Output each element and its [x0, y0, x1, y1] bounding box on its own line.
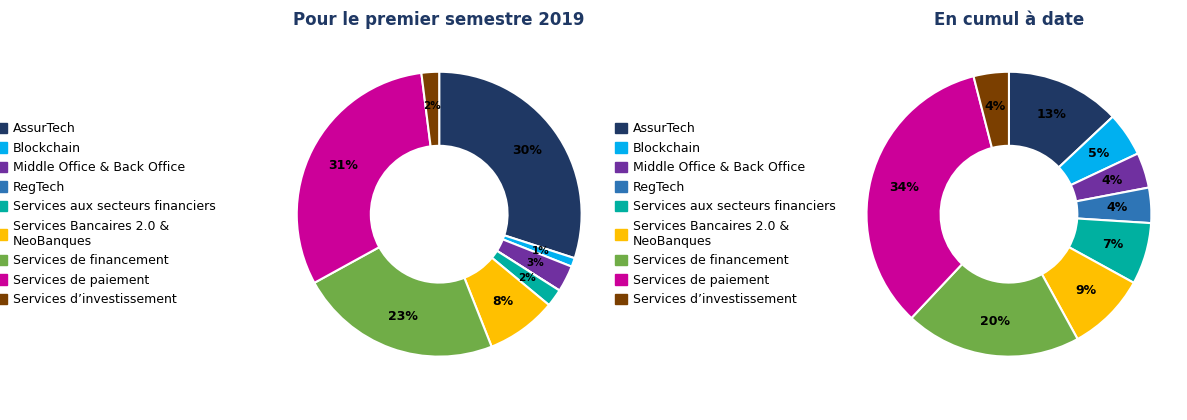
Text: 2%: 2% — [424, 101, 442, 111]
Wedge shape — [497, 251, 559, 291]
Wedge shape — [1059, 117, 1138, 185]
Text: 2%: 2% — [518, 273, 535, 283]
Wedge shape — [912, 264, 1078, 357]
Legend: AssurTech, Blockchain, Middle Office & Back Office, RegTech, Services aux secteu: AssurTech, Blockchain, Middle Office & B… — [0, 120, 218, 309]
Wedge shape — [1077, 187, 1151, 223]
Legend: AssurTech, Blockchain, Middle Office & Back Office, RegTech, Services aux secteu: AssurTech, Blockchain, Middle Office & B… — [612, 120, 838, 309]
Wedge shape — [1071, 154, 1149, 201]
Text: 3%: 3% — [527, 258, 545, 268]
Text: 23%: 23% — [388, 310, 418, 323]
Text: 7%: 7% — [1103, 238, 1124, 251]
Text: 4%: 4% — [1102, 174, 1123, 187]
Text: 4%: 4% — [985, 100, 1007, 113]
Text: 20%: 20% — [980, 315, 1010, 328]
Text: 4%: 4% — [1106, 201, 1128, 214]
Wedge shape — [491, 251, 559, 305]
Text: 34%: 34% — [889, 181, 919, 194]
Wedge shape — [867, 76, 992, 318]
Text: 9%: 9% — [1075, 284, 1096, 297]
Wedge shape — [503, 235, 575, 267]
Wedge shape — [297, 73, 431, 283]
Text: 1%: 1% — [532, 246, 550, 256]
Wedge shape — [421, 72, 439, 146]
Wedge shape — [1009, 72, 1112, 168]
Title: En cumul à date: En cumul à date — [934, 11, 1084, 29]
Wedge shape — [1068, 218, 1151, 283]
Title: Pour le premier semestre 2019: Pour le premier semestre 2019 — [293, 11, 585, 29]
Wedge shape — [1042, 247, 1134, 339]
Wedge shape — [315, 247, 491, 357]
Wedge shape — [439, 72, 582, 258]
Wedge shape — [497, 239, 572, 291]
Text: 8%: 8% — [493, 295, 514, 308]
Wedge shape — [464, 258, 548, 346]
Wedge shape — [973, 72, 1009, 148]
Text: 31%: 31% — [328, 159, 357, 171]
Text: 30%: 30% — [512, 144, 541, 157]
Text: 5%: 5% — [1087, 147, 1109, 160]
Text: 13%: 13% — [1037, 108, 1067, 121]
